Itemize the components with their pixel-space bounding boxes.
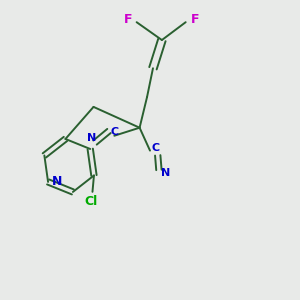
Text: Cl: Cl xyxy=(84,195,98,208)
Text: F: F xyxy=(124,13,132,26)
Text: N: N xyxy=(87,133,97,143)
Text: N: N xyxy=(52,175,62,188)
Text: C: C xyxy=(111,127,119,137)
Text: N: N xyxy=(161,168,170,178)
Text: C: C xyxy=(151,142,159,153)
Text: F: F xyxy=(191,13,200,26)
